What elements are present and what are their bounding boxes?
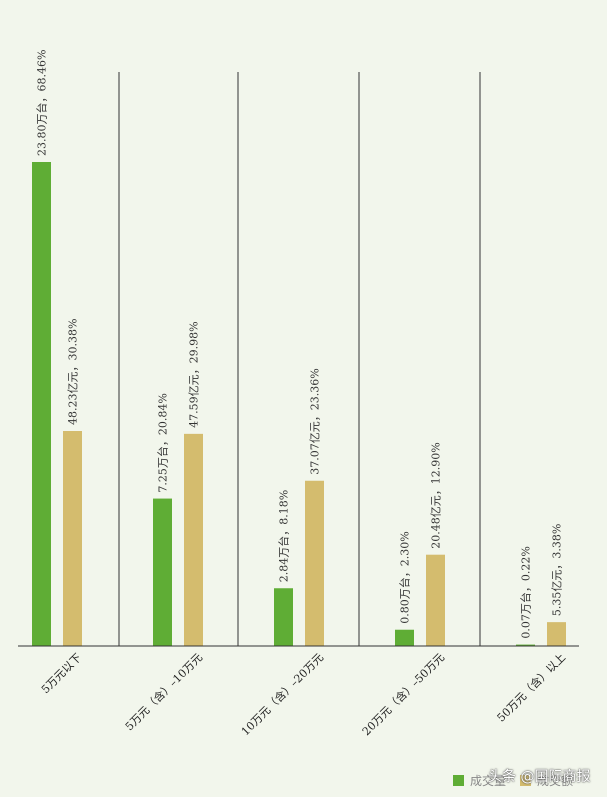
x-tick-label-2: 5万元（含）–10万元 — [122, 650, 205, 733]
x-tick-label-5: 50万元（含）以上 — [494, 650, 568, 724]
bar-volume-3 — [274, 588, 293, 646]
x-tick-label-1: 5万元以下 — [39, 651, 84, 696]
data-label-volume-3: 2.84万台，8.18% — [277, 490, 291, 582]
bar-volume-4 — [395, 629, 414, 646]
legend-label-volume: 成交量 — [470, 773, 507, 788]
bar-volume-2 — [153, 498, 172, 646]
data-label-amount-1: 48.23亿元，30.38% — [67, 319, 80, 425]
bar-amount-4 — [426, 554, 445, 646]
data-label-amount-4: 20.48亿元，12.90% — [430, 442, 443, 548]
legend-item-volume: 成交量 — [453, 772, 506, 789]
data-label-volume-1: 23.80万台，68.46% — [35, 50, 49, 156]
bar-volume-1 — [32, 162, 51, 646]
legend: 成交量 成交额 — [453, 770, 587, 790]
bar-amount-2 — [184, 433, 203, 646]
legend-item-amount: 成交额 — [520, 772, 573, 789]
bar-amount-1 — [63, 431, 82, 646]
x-tick-label-3: 10万元（含）–20万元 — [238, 650, 326, 738]
legend-swatch-volume — [453, 774, 464, 786]
legend-label-amount: 成交额 — [537, 773, 574, 788]
data-label-volume-5: 0.07万台，0.22% — [519, 546, 533, 638]
x-tick-labels: 5万元以下 5万元（含）–10万元 10万元（含）–20万元 20万元（含）–50万元… — [39, 650, 568, 738]
bars — [32, 162, 566, 646]
bar-volume-5 — [516, 644, 535, 646]
x-tick-label-4: 20万元（含）–50万元 — [359, 650, 447, 738]
data-label-volume-2: 7.25万台，20.84% — [156, 393, 170, 492]
data-label-amount-5: 5.35亿元，3.38% — [551, 524, 564, 616]
data-label-amount-2: 47.59亿元，29.98% — [188, 321, 201, 427]
legend-swatch-amount — [520, 774, 532, 786]
category-dividers — [118, 72, 481, 646]
watermark: 头条 @国际商报 — [488, 769, 591, 785]
data-label-amount-3: 37.07亿元，23.36% — [309, 368, 322, 474]
bar-amount-5 — [547, 622, 566, 646]
data-labels: 23.80万台，68.46% 48.23亿元，30.38% 7.25万台，20.84… — [35, 50, 564, 639]
bar-amount-3 — [305, 480, 324, 646]
data-label-volume-4: 0.80万台，2.30% — [398, 531, 412, 623]
